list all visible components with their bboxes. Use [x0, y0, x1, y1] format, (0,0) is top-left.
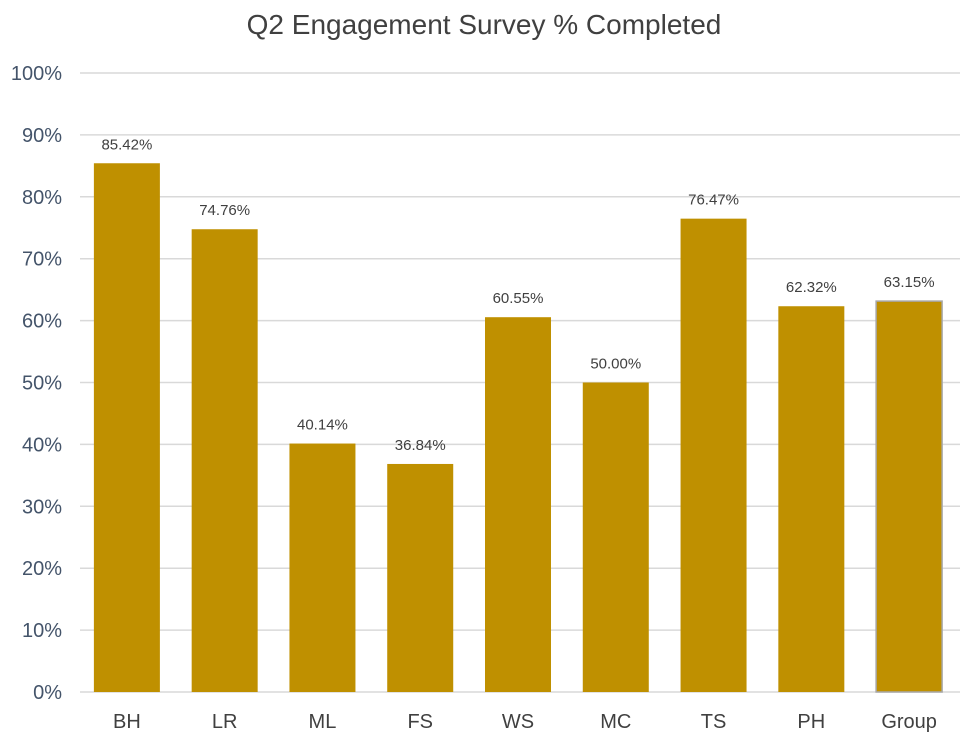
- data-label-ws: 60.55%: [493, 290, 544, 307]
- x-tick-label-lr: LR: [212, 711, 238, 733]
- bar-mc: [582, 382, 649, 692]
- y-tick-label: 90%: [22, 125, 62, 147]
- y-tick-label: 20%: [22, 558, 62, 580]
- data-label-ts: 76.47%: [688, 192, 739, 209]
- data-labels: 85.42% 74.76% 40.14% 36.84% 60.55% 50.00% 76.4…: [101, 136, 934, 454]
- data-label-lr: 74.76%: [199, 202, 250, 219]
- x-tick-label-ts: TS: [701, 711, 727, 733]
- bar-fs: [387, 463, 454, 692]
- x-tick-label-mc: MC: [600, 711, 631, 733]
- data-label-bh: 85.42%: [101, 136, 152, 153]
- chart-title: Q2 Engagement Survey % Completed: [247, 9, 722, 40]
- data-label-group: 63.15%: [884, 274, 935, 291]
- y-tick-label: 50%: [22, 373, 62, 395]
- y-tick-label: 40%: [22, 434, 62, 456]
- y-tick-label: 70%: [22, 249, 62, 271]
- bars: [93, 163, 943, 693]
- bar-ml: [289, 443, 356, 692]
- x-tick-label-bh: BH: [113, 711, 141, 733]
- bar-ws: [485, 317, 551, 692]
- y-axis-tick-labels: 0% 10% 20% 30% 40% 50% 60% 70% 80% 90% 100%: [11, 63, 62, 704]
- bar-bh: [93, 163, 160, 693]
- data-label-fs: 36.84%: [395, 437, 446, 454]
- x-tick-label-ws: WS: [502, 711, 534, 733]
- bar-ts: [680, 218, 747, 692]
- x-tick-label-ml: ML: [309, 711, 337, 733]
- data-label-ph: 62.32%: [786, 279, 837, 296]
- bar-lr: [191, 229, 258, 692]
- x-tick-label-fs: FS: [407, 711, 433, 733]
- y-tick-label: 100%: [11, 63, 62, 85]
- x-tick-label-ph: PH: [797, 711, 825, 733]
- x-axis-tick-labels: BH LR ML FS WS MC TS PH Group: [113, 711, 937, 733]
- bar-group: [875, 300, 943, 693]
- y-tick-label: 10%: [22, 620, 62, 642]
- x-tick-label-group: Group: [881, 711, 937, 733]
- data-label-ml: 40.14%: [297, 417, 348, 434]
- y-tick-label: 60%: [22, 311, 62, 333]
- y-tick-label: 0%: [33, 682, 62, 704]
- y-tick-label: 80%: [22, 187, 62, 209]
- data-label-mc: 50.00%: [590, 356, 641, 373]
- bar-ph: [778, 306, 845, 692]
- y-tick-label: 30%: [22, 496, 62, 518]
